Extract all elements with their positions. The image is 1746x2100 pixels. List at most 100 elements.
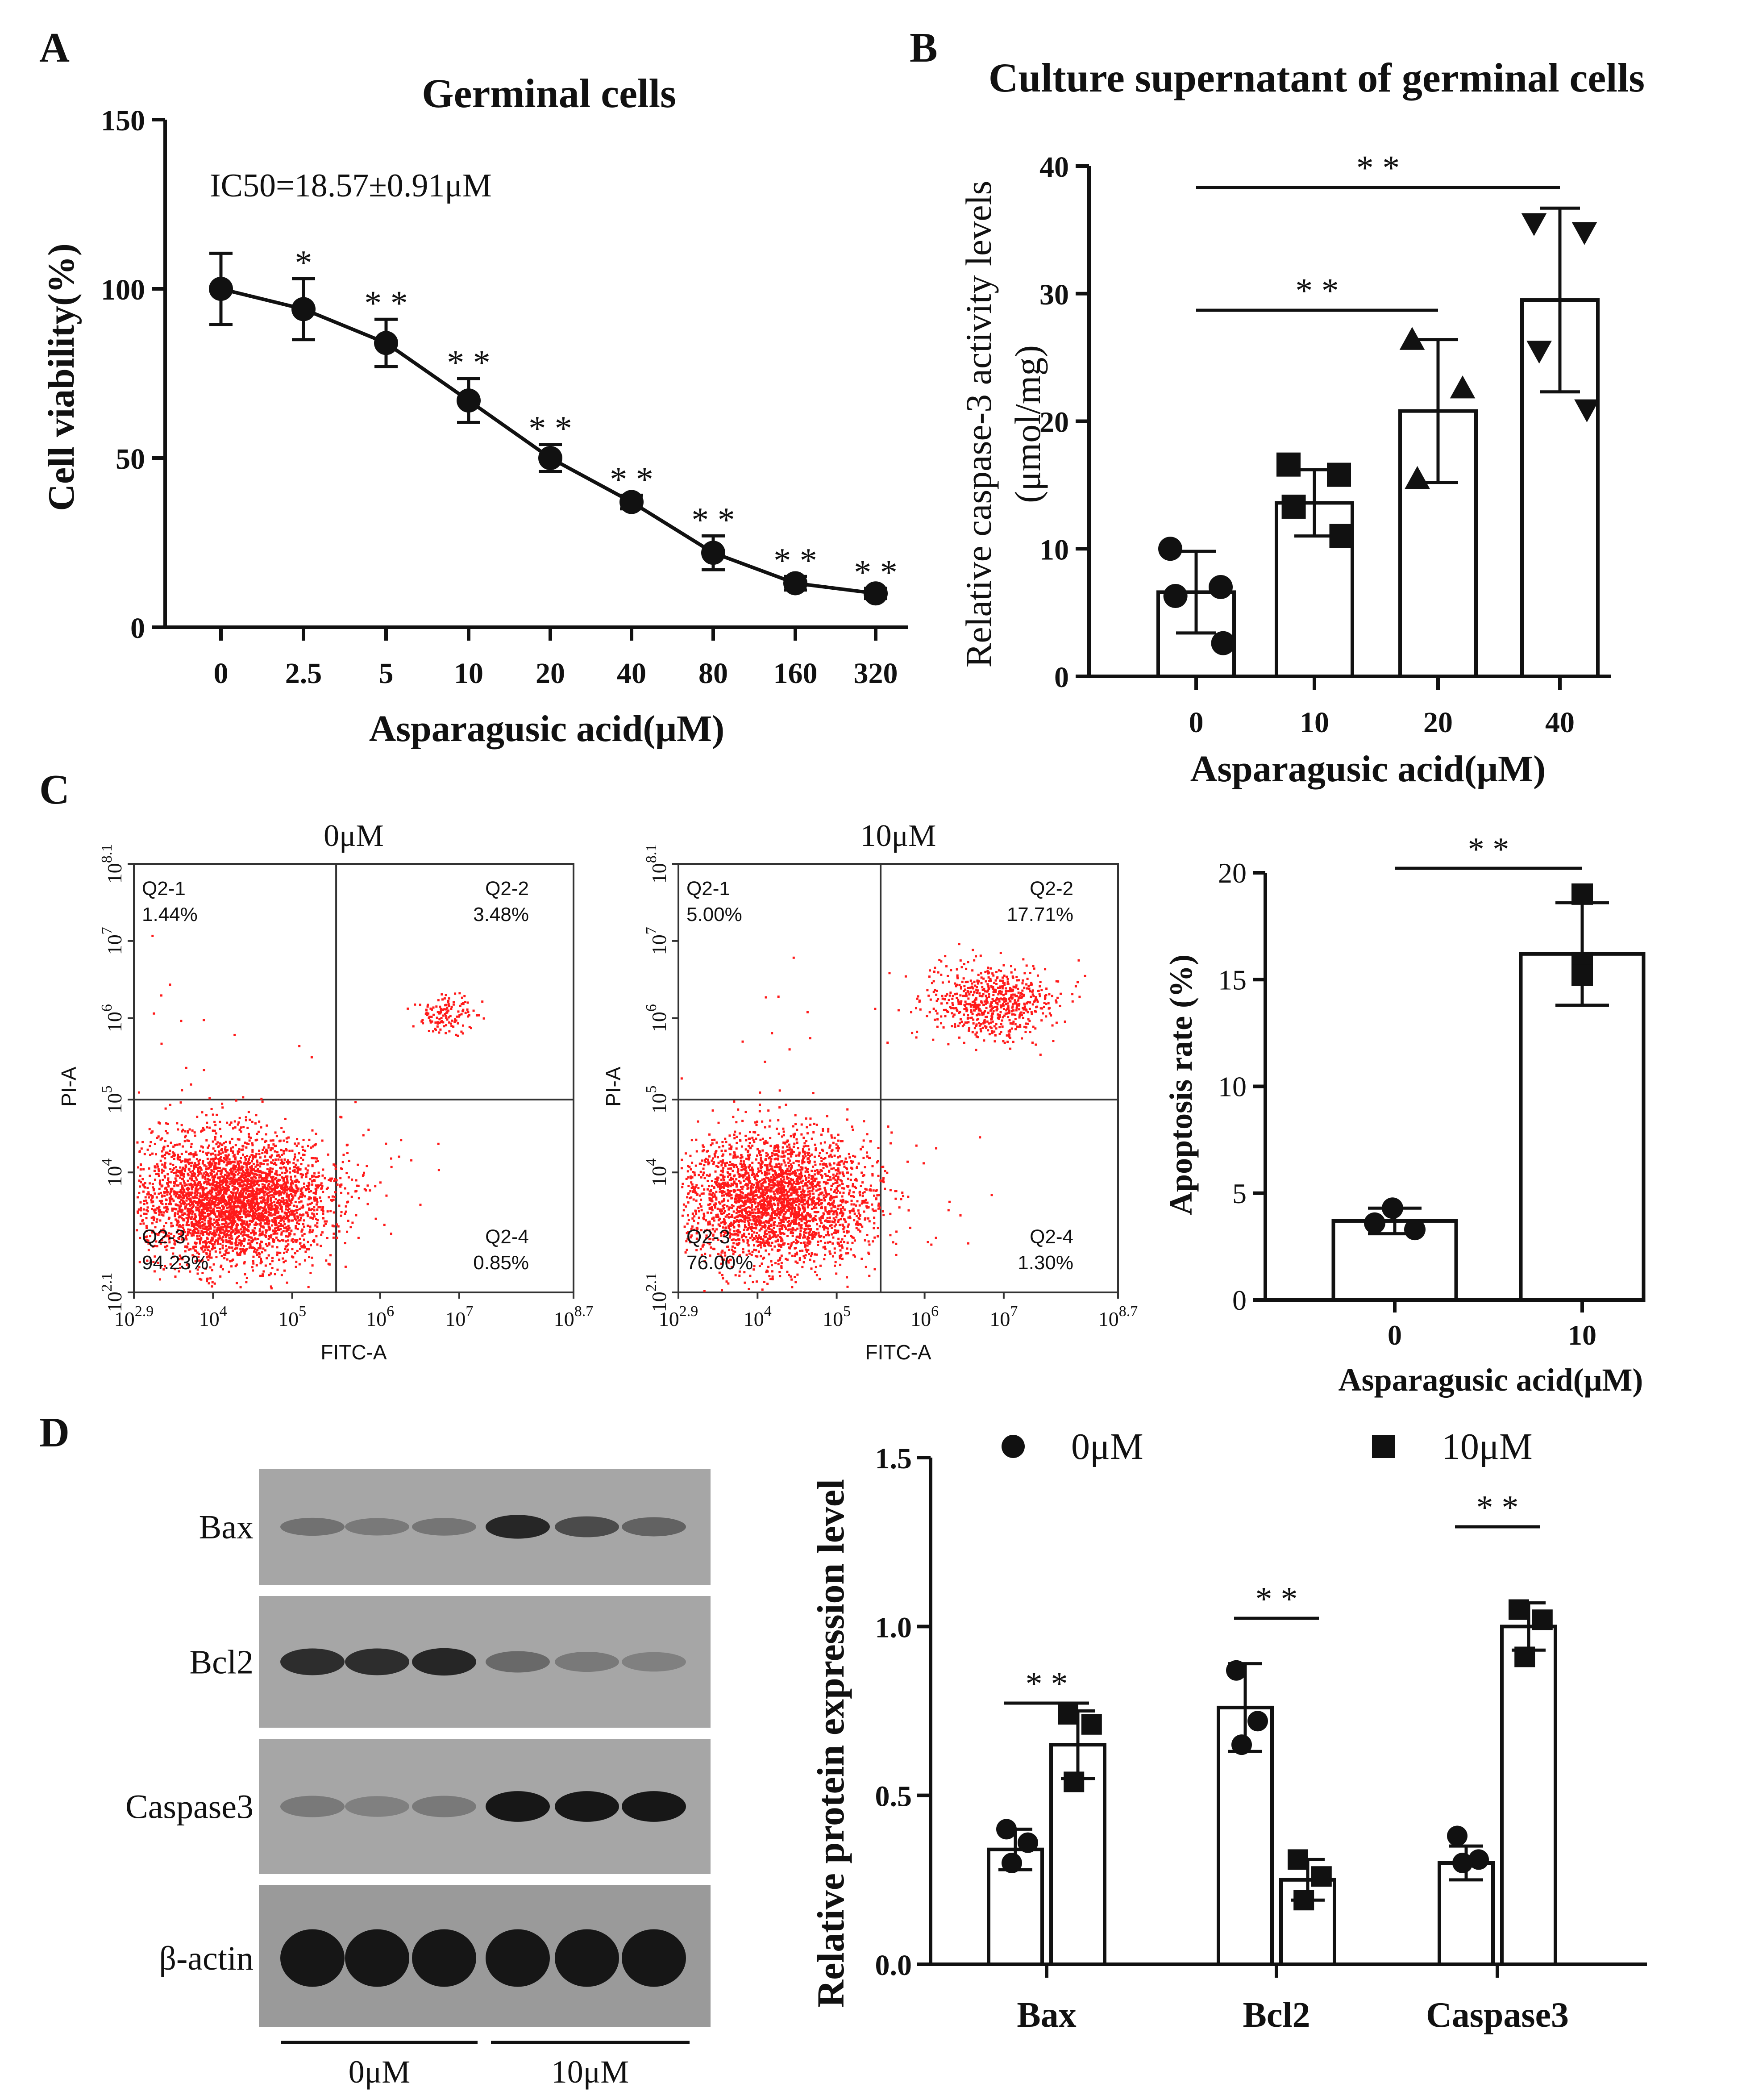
event-dot-q3 [226, 1177, 229, 1180]
event-dot-q3 [738, 1219, 741, 1222]
event-dot-q3 [817, 1193, 820, 1196]
event-dot-q3 [356, 1184, 358, 1187]
event-dot-q3 [234, 1193, 237, 1196]
event-dot-q3 [282, 1230, 285, 1233]
event-dot-q3 [212, 1140, 214, 1143]
event-dot-q3 [253, 1175, 255, 1178]
event-dot-q3 [208, 1282, 210, 1285]
event-dot-q3 [219, 1207, 221, 1209]
event-dot-q3 [216, 1229, 218, 1232]
event-dot-q3 [294, 1189, 297, 1192]
event-dot-q3 [224, 1210, 227, 1213]
event-dot-q3 [751, 1233, 753, 1236]
event-dot-q3 [207, 1207, 209, 1210]
event-dot-q3 [258, 1255, 261, 1258]
event-dot-q2 [422, 1022, 424, 1025]
event-dot-q2 [448, 1004, 450, 1007]
event-dot-q3 [285, 1175, 288, 1178]
event-dot-q3 [762, 1178, 765, 1180]
event-dot-q3 [192, 1224, 195, 1226]
event-dot-q2 [432, 1013, 435, 1016]
event-dot-q3 [208, 1209, 211, 1212]
event-dot-q3 [219, 1167, 221, 1169]
event-dot-q3 [158, 1182, 161, 1184]
event-dot-q3 [224, 1183, 227, 1186]
event-dot-q3 [214, 1189, 217, 1192]
event-dot-q3 [314, 1157, 317, 1160]
event-dot-q3 [262, 1208, 265, 1210]
event-dot-q3 [180, 1153, 183, 1155]
event-dot-q3 [329, 1179, 332, 1182]
event-dot-q3 [316, 1219, 319, 1221]
event-dot-q3 [226, 1155, 229, 1158]
event-dot-q3 [198, 1211, 201, 1214]
event-dot-q3 [247, 1215, 249, 1217]
event-dot-q3 [198, 1198, 200, 1201]
event-dot-q3 [213, 1185, 216, 1188]
event-dot-q3 [215, 1195, 217, 1198]
event-dot-q3 [245, 1119, 247, 1121]
event-dot-q3 [239, 1176, 242, 1179]
event-dot-q3 [760, 1246, 762, 1249]
event-dot-q3 [241, 1148, 244, 1151]
data-point-b [1211, 631, 1235, 655]
x-tick-label-b: 0 [1189, 706, 1204, 739]
event-dot-q3 [235, 1192, 237, 1195]
event-dot-q3 [231, 1242, 233, 1245]
event-dot-q3 [717, 1219, 720, 1221]
event-dot-q2 [440, 1009, 442, 1012]
event-dot-q3 [774, 1177, 777, 1179]
event-dot-q3 [161, 1168, 163, 1171]
event-dot-q3 [273, 1182, 275, 1185]
event-dot-q3 [251, 1160, 254, 1162]
event-dot-q3 [857, 1162, 860, 1165]
event-dot-q3 [824, 1242, 827, 1244]
event-dot-q3 [167, 1185, 170, 1188]
event-dot-q3 [157, 1165, 159, 1168]
event-dot-q3 [173, 1167, 175, 1170]
event-dot-q3 [248, 1236, 251, 1238]
event-dot-q3 [162, 1228, 165, 1231]
event-dot-q3 [855, 1179, 858, 1182]
event-dot-q3 [907, 1196, 910, 1198]
event-dot-q2 [455, 1019, 457, 1022]
event-dot-q3 [162, 1148, 165, 1151]
event-dot-q3 [302, 1204, 304, 1207]
event-dot-q3 [289, 1232, 291, 1235]
event-dot-q3 [773, 1185, 776, 1188]
event-dot-q3 [154, 1192, 156, 1195]
event-dot-q3 [783, 1204, 786, 1207]
event-dot-q3 [173, 1154, 175, 1157]
event-dot-q3 [166, 1152, 169, 1154]
event-dot-q3 [181, 1197, 184, 1200]
event-dot-q3 [808, 1180, 811, 1183]
event-dot-q3 [211, 1242, 213, 1245]
event-dot-q3 [755, 1158, 757, 1161]
event-dot-q3 [229, 1260, 232, 1262]
event-dot-q3 [214, 1150, 216, 1153]
event-dot-q3 [164, 1107, 167, 1110]
event-dot-q3 [744, 1217, 747, 1219]
event-dot-q3 [199, 1170, 201, 1173]
event-dot-q3 [224, 1250, 227, 1253]
event-dot-q3 [725, 1231, 728, 1233]
event-dot-q3 [193, 1225, 195, 1228]
event-dot-q3 [254, 1139, 257, 1142]
event-dot-q3 [240, 1232, 242, 1235]
event-dot-q3 [291, 1212, 293, 1215]
event-dot-q3 [264, 1151, 266, 1154]
event-dot-q3 [249, 1200, 252, 1202]
event-dot-q3 [340, 1167, 343, 1170]
event-dot-q3 [154, 1255, 156, 1258]
event-dot-q3 [167, 1179, 170, 1182]
event-dot-q3 [202, 1194, 205, 1197]
event-dot-q3 [252, 1155, 255, 1158]
event-dot-q3 [159, 1192, 162, 1194]
event-dot-q3 [307, 1225, 309, 1227]
event-dot-q3 [245, 1146, 248, 1149]
event-dot-q3 [287, 1211, 290, 1213]
event-dot-q3 [331, 1195, 334, 1198]
event-dot-q3 [276, 1154, 279, 1157]
event-dot-q2 [425, 1011, 428, 1014]
event-dot-q3 [178, 1195, 180, 1197]
